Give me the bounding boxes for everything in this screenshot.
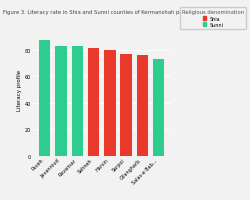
- Bar: [152, 60, 164, 156]
- Bar: [104, 50, 115, 156]
- Bar: [55, 46, 66, 156]
- Text: Figure 3. Literacy rate in Shia and Sunni counties of Kermanshah province (2016): Figure 3. Literacy rate in Shia and Sunn…: [2, 10, 217, 15]
- Bar: [39, 41, 50, 156]
- Bar: [88, 49, 99, 156]
- Bar: [120, 54, 131, 156]
- Y-axis label: Literacy profile: Literacy profile: [17, 70, 22, 110]
- Bar: [136, 56, 147, 156]
- Bar: [71, 46, 83, 156]
- Legend: Shia, Sunni: Shia, Sunni: [180, 8, 245, 30]
